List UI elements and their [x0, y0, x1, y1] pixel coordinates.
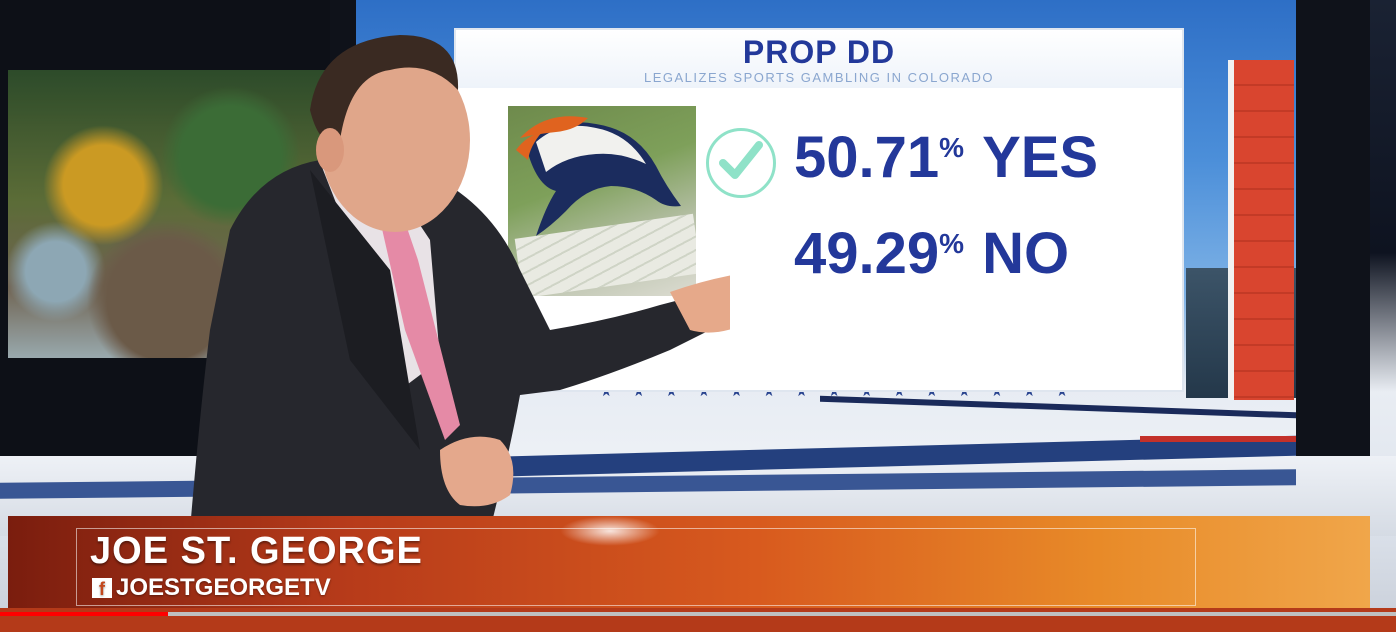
news-anchor	[190, 35, 730, 530]
facebook-icon: f	[92, 578, 112, 598]
check-icon	[719, 141, 763, 179]
social-handle: JOESTGEORGETV	[116, 574, 331, 601]
yes-result: 50.71% YES	[794, 124, 1098, 191]
yes-label: YES	[982, 125, 1099, 190]
yes-percent-sign: %	[939, 132, 965, 163]
video-progress-track[interactable]	[0, 612, 1396, 616]
no-percent: 49.29	[794, 221, 940, 286]
set-stripe-red	[1140, 436, 1296, 442]
video-progress-fill[interactable]	[0, 612, 168, 616]
no-percent-sign: %	[939, 228, 965, 259]
social-handle-row: f JOESTGEORGETV	[92, 574, 331, 602]
lens-glare	[560, 516, 660, 546]
proposition-subtitle: LEGALIZES SPORTS GAMBLING IN COLORADO	[644, 70, 994, 85]
lower-third-frame	[76, 528, 1196, 606]
anchor-name: JOE ST. GEORGE	[90, 530, 423, 572]
yes-percent: 50.71	[794, 125, 940, 190]
card-header	[456, 30, 1182, 88]
election-result-card: PROP DD LEGALIZES SPORTS GAMBLING IN COL…	[456, 30, 1182, 390]
lower-third-bar	[8, 516, 1370, 608]
broncos-logo	[516, 116, 681, 236]
brick-tower	[1228, 60, 1294, 400]
no-label: NO	[982, 221, 1070, 286]
no-result: 49.29% NO	[794, 220, 1069, 287]
winner-indicator	[706, 128, 776, 198]
proposition-title: PROP DD	[742, 34, 896, 70]
broncos-money-image	[508, 106, 696, 296]
